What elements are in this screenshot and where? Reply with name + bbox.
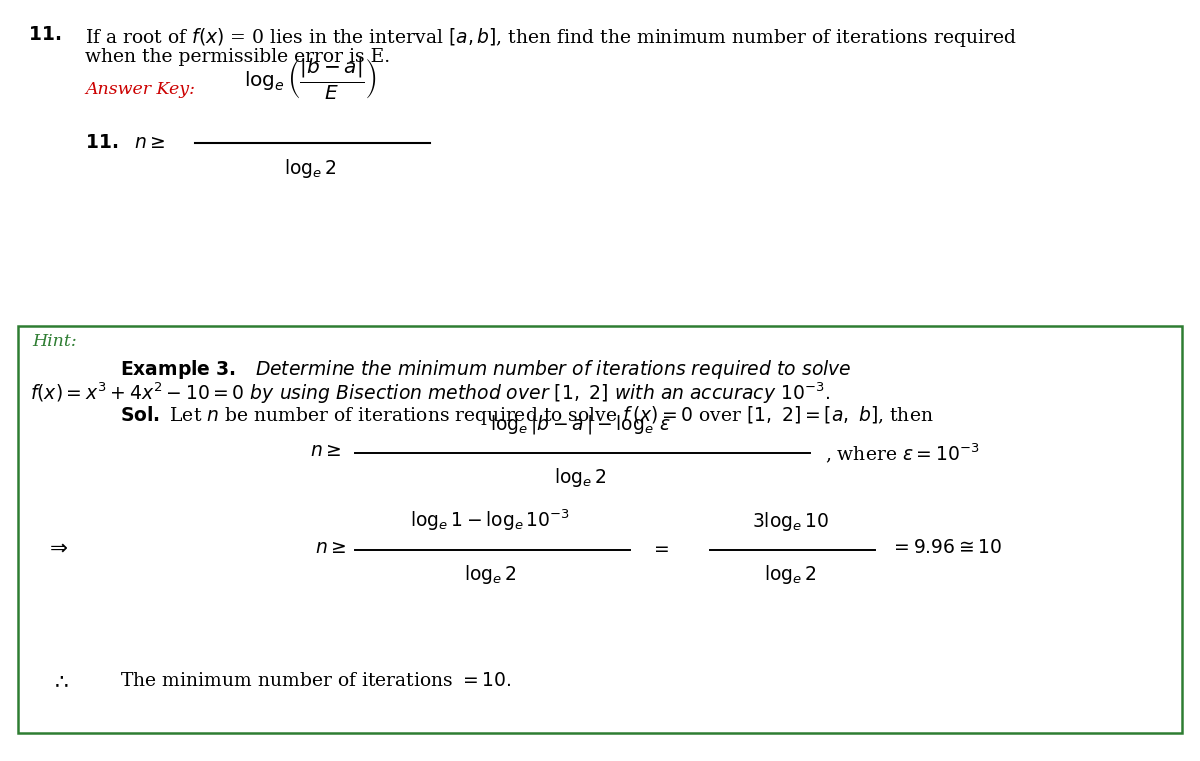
Text: $\mathbf{Sol.}$ Let $n$ be number of iterations required to solve $f\,(x) = 0$ o: $\mathbf{Sol.}$ Let $n$ be number of ite… — [120, 404, 934, 427]
Text: Hint:: Hint: — [32, 333, 77, 350]
Text: Answer Key:: Answer Key: — [85, 81, 194, 98]
Text: $\log_e |b - a\,| - \log_e\, \varepsilon$: $\log_e |b - a\,| - \log_e\, \varepsilon… — [490, 413, 671, 436]
Text: , where $\varepsilon = 10^{-3}$: , where $\varepsilon = 10^{-3}$ — [826, 441, 979, 465]
Text: $\Rightarrow$: $\Rightarrow$ — [46, 537, 68, 559]
Text: The minimum number of iterations $= 10.$: The minimum number of iterations $= 10.$ — [120, 672, 511, 690]
Text: $n \geq$: $n \geq$ — [314, 539, 347, 557]
Text: $\log_e 2$: $\log_e 2$ — [763, 563, 816, 586]
Text: $= 9.96 \cong 10$: $= 9.96 \cong 10$ — [890, 539, 1002, 557]
Text: $\log_e 2$: $\log_e 2$ — [553, 466, 606, 489]
Text: $\log_e 2$: $\log_e 2$ — [463, 563, 516, 586]
Text: $n \geq$: $n \geq$ — [310, 442, 341, 460]
Text: $\log_e 1 - \log_e 10^{-3}$: $\log_e 1 - \log_e 10^{-3}$ — [410, 508, 570, 533]
Text: $\log_e \left(\dfrac{|b - a|}{E}\right)$: $\log_e \left(\dfrac{|b - a|}{E}\right)$ — [244, 56, 377, 101]
Text: $\mathit{Determine\ the\ minimum\ number\ of\ iterations\ required\ to\ solve}$: $\mathit{Determine\ the\ minimum\ number… — [256, 358, 852, 381]
Text: $\therefore$: $\therefore$ — [50, 670, 68, 692]
Text: $\mathbf{Example\ 3.}$: $\mathbf{Example\ 3.}$ — [120, 358, 236, 381]
Text: when the permissible error is E.: when the permissible error is E. — [85, 48, 390, 66]
Text: If a root of $f(x)$ = 0 lies in the interval $[a, b]$, then find the minimum num: If a root of $f(x)$ = 0 lies in the inte… — [85, 26, 1016, 49]
Text: $f(x) = x^3 + 4x^2 - 10 = 0$$\mathit{\ by\ using\ Bisection\ method\ over\ [1,\ : $f(x) = x^3 + 4x^2 - 10 = 0$$\mathit{\ b… — [30, 380, 830, 406]
Text: $=$: $=$ — [650, 539, 670, 557]
Text: $3 \log_e 10$: $3 \log_e 10$ — [751, 510, 828, 533]
FancyBboxPatch shape — [18, 326, 1182, 733]
Text: $\log_e 2$: $\log_e 2$ — [283, 157, 336, 180]
Text: $\mathbf{11.}\ \ n \geq$: $\mathbf{11.}\ \ n \geq$ — [85, 134, 166, 152]
Text: $\mathbf{11.}$: $\mathbf{11.}$ — [28, 26, 61, 44]
